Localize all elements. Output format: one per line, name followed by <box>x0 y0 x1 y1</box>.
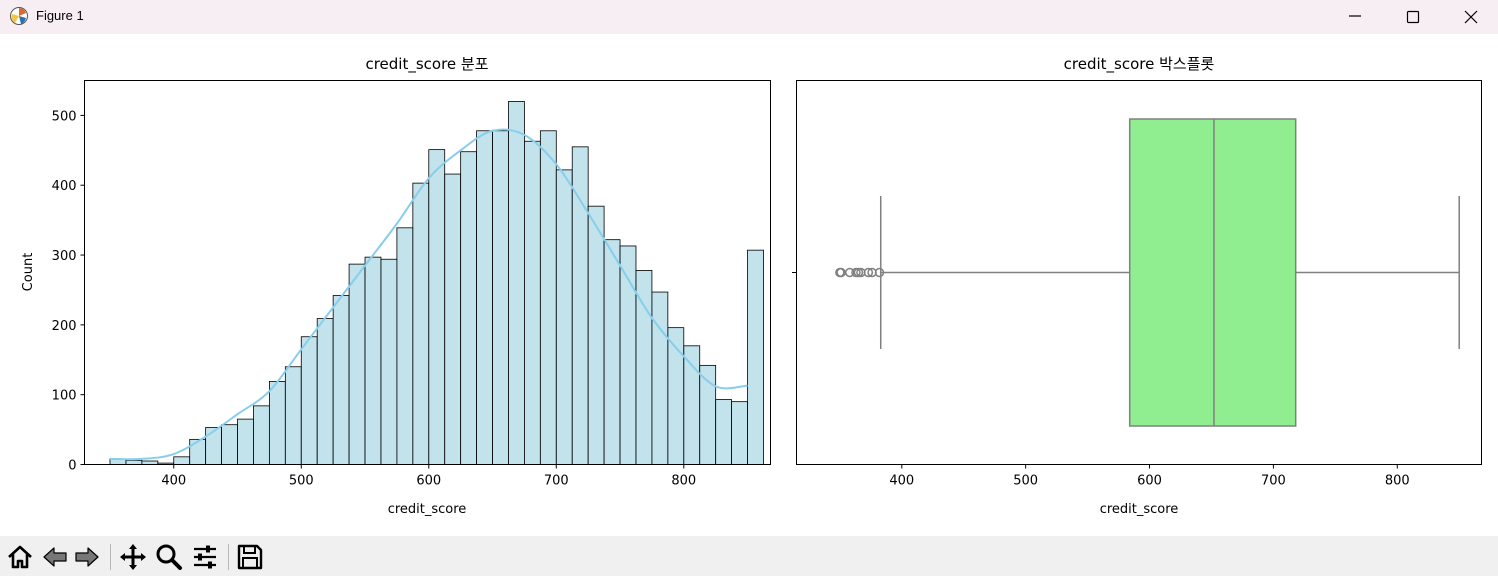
histogram-bar <box>635 270 653 465</box>
pan-icon[interactable] <box>118 542 148 572</box>
histogram-bar <box>444 173 462 465</box>
histogram-bar <box>651 291 669 465</box>
histogram-y-tick-label: 400 <box>52 179 77 194</box>
histogram-bar <box>141 460 159 465</box>
histogram-bar <box>587 205 605 465</box>
histogram-bar <box>348 263 366 465</box>
histogram-bar <box>571 146 589 465</box>
boxplot-axes-frame <box>796 80 1482 465</box>
histogram-y-tick-label: 100 <box>52 389 77 404</box>
minimize-icon <box>1349 15 1361 17</box>
boxplot-x-tick-label: 600 <box>1137 474 1162 489</box>
boxplot-outlier-point <box>863 267 874 278</box>
histogram-y-tick-label: 500 <box>52 109 77 124</box>
histogram-bar <box>508 101 525 465</box>
figure-canvas: credit_score 분포 400 500 600 700 800 0 100 200 3… <box>0 34 1498 536</box>
back-icon[interactable] <box>40 542 70 572</box>
histogram-bar <box>268 381 286 465</box>
close-icon <box>1464 10 1478 24</box>
boxplot-subplot: credit_score 박스플롯 400 500 600 700 800 credit… <box>792 55 1482 517</box>
histogram-x-tick-label: 600 <box>416 474 441 489</box>
histogram-bar <box>189 438 207 465</box>
histogram-bar <box>396 227 414 465</box>
histogram-bar <box>253 405 270 465</box>
histogram-y-tick-label: 300 <box>52 249 77 264</box>
close-button[interactable] <box>1442 0 1498 34</box>
histogram-bar <box>125 459 143 465</box>
zoom-icon[interactable] <box>154 542 184 572</box>
histogram-bar <box>173 456 191 465</box>
maximize-button[interactable] <box>1384 0 1442 34</box>
toolbar-separator <box>228 544 229 570</box>
histogram-x-tick-label: 400 <box>161 474 186 489</box>
histogram-bar <box>284 366 302 465</box>
boxplot-x-tick-label: 500 <box>1013 474 1038 489</box>
window-title: Figure 1 <box>36 8 84 23</box>
histogram-bar <box>603 239 621 465</box>
histogram-bar <box>428 149 446 465</box>
histogram-y-tick-label: 200 <box>52 319 77 334</box>
histogram-x-tick-label: 500 <box>289 474 314 489</box>
histogram-bar <box>205 427 222 465</box>
boxplot-x-label: credit_score <box>1100 502 1179 517</box>
maximize-icon <box>1406 10 1420 24</box>
boxplot-x-tick-label: 700 <box>1261 474 1286 489</box>
histogram-bars <box>109 101 764 465</box>
histogram-bar <box>460 151 477 465</box>
histogram-bar <box>476 130 493 465</box>
histogram-y-ticks: 0 100 200 300 400 500 <box>52 109 85 474</box>
boxplot-x-tick-label: 800 <box>1385 474 1410 489</box>
navigation-toolbar <box>0 536 1498 576</box>
histogram-axes-frame <box>84 80 771 465</box>
histogram-bar <box>731 401 748 465</box>
histogram-x-label: credit_score <box>388 502 467 517</box>
toolbar-separator <box>110 544 111 570</box>
histogram-bar <box>524 140 541 465</box>
forward-icon[interactable] <box>72 542 102 572</box>
histogram-bar <box>715 399 733 465</box>
histogram-title: credit_score 분포 <box>365 55 488 74</box>
histogram-y-label: Count <box>21 253 36 292</box>
histogram-bar <box>237 418 254 465</box>
save-icon[interactable] <box>235 542 265 572</box>
histogram-bar <box>221 424 238 465</box>
boxplot-box <box>1128 118 1297 427</box>
histogram-bar <box>364 256 382 465</box>
histogram-bar <box>555 169 573 465</box>
boxplot-x-ticks: 400 500 600 700 800 <box>889 464 1410 489</box>
histogram-x-tick-label: 800 <box>671 474 696 489</box>
histogram-bar <box>332 295 350 465</box>
histogram-bar <box>412 182 430 465</box>
figure-svg: credit_score 분포 400 500 600 700 800 0 100 200 3… <box>21 55 1482 517</box>
histogram-bar <box>380 258 398 465</box>
boxplot-title: credit_score 박스플롯 <box>1064 55 1215 74</box>
histogram-bar <box>300 336 318 465</box>
boxplot-x-tick-label: 400 <box>889 474 914 489</box>
histogram-x-tick-label: 700 <box>544 474 569 489</box>
boxplot-outlier-point <box>874 267 885 278</box>
histogram-x-ticks: 400 500 600 700 800 <box>161 464 696 489</box>
histogram-y-tick-label: 0 <box>68 459 76 474</box>
home-icon[interactable] <box>5 542 35 572</box>
histogram-subplot: credit_score 분포 400 500 600 700 800 0 100 200 3… <box>21 55 771 517</box>
histogram-bar <box>316 318 334 465</box>
minimize-button[interactable] <box>1326 0 1384 34</box>
configure-subplots-icon[interactable] <box>190 542 220 572</box>
matplotlib-app-icon <box>10 7 28 25</box>
histogram-bar <box>492 130 509 465</box>
histogram-bar <box>539 130 557 465</box>
histogram-bar <box>747 249 764 465</box>
window-titlebar: Figure 1 <box>0 0 1498 34</box>
boxplot-elements <box>835 118 1460 427</box>
kde-line <box>110 128 748 461</box>
